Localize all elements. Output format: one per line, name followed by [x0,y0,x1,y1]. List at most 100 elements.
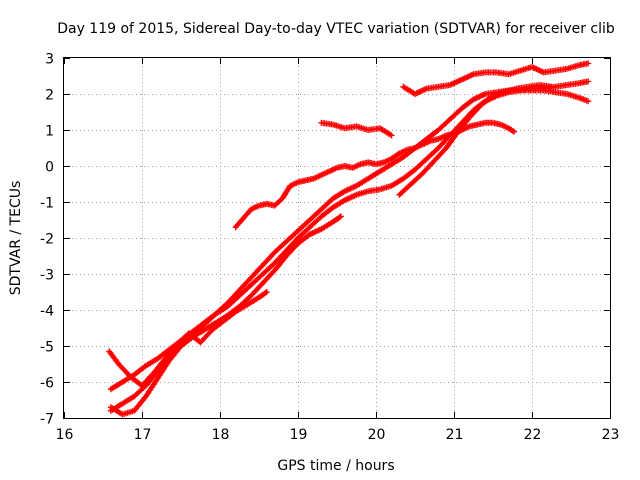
data-point [239,295,240,297]
x-tick-label: 22 [524,427,542,443]
data-point [108,350,110,352]
x-tick-label: 16 [56,427,74,443]
data-point [587,80,589,82]
data-point [215,313,217,315]
data-point [145,395,147,397]
data-point [239,289,240,291]
data-point [133,410,135,412]
data-point [309,226,311,228]
data-point [473,73,474,75]
data-point [250,277,252,279]
data-point [356,194,357,196]
data-point [262,264,264,266]
data-point [445,147,447,149]
data-point [274,205,276,207]
data-point [297,230,299,232]
y-tick-label: -5 [40,340,54,356]
data-point [554,91,556,93]
data-point [566,84,568,86]
y-tick-label: -3 [40,268,54,284]
series-points [318,119,395,139]
data-point [379,170,381,172]
data-point [274,262,276,264]
data-point [328,170,330,172]
data-point [391,134,393,136]
y-tick-label: 0 [45,160,54,176]
series-track4 [106,289,270,389]
data-point [285,241,287,243]
data-point [332,206,334,208]
data-point [437,129,439,131]
data-point [383,161,385,163]
data-point [375,163,377,165]
data-point [484,93,486,95]
data-point [258,296,260,298]
data-point [449,84,451,86]
x-tick-label: 23 [602,427,620,443]
data-point [437,147,439,149]
data-point [414,93,416,95]
data-point [359,163,361,165]
y-tick-label: -4 [40,304,54,320]
data-point [266,203,268,205]
plot-frame [63,57,611,419]
data-point [129,376,131,378]
data-point [587,100,589,102]
y-tick-label: 3 [45,52,54,68]
data-point [332,197,334,199]
data-point [297,242,299,244]
data-point [344,127,346,129]
data-point [515,88,517,90]
data-point [414,147,416,149]
data-point [122,381,123,383]
data-point [344,199,346,201]
data-point [566,68,568,70]
x-tick-label: 21 [446,427,464,443]
data-point [344,190,346,192]
data-point [320,174,322,176]
data-point [309,233,311,235]
data-point [320,228,322,230]
data-point [211,329,213,331]
data-point [215,322,217,324]
data-point [554,86,556,88]
data-point [180,345,182,347]
data-point [430,140,432,142]
data-point [145,385,147,387]
data-point [313,178,315,180]
data-point [274,251,276,253]
data-point [227,302,229,304]
data-point [379,127,381,129]
data-point [118,363,120,365]
data-point [110,388,112,390]
data-point [141,385,143,387]
data-point [352,167,354,169]
data-point [367,129,369,131]
data-point [145,365,147,367]
data-point [356,185,357,187]
data-point [531,66,533,68]
data-point [578,97,580,99]
data-point [500,124,502,126]
data-layer [106,60,592,418]
data-point [426,88,428,90]
data-point [554,70,556,72]
data-point [469,125,471,127]
data-point [508,127,510,129]
data-point [340,215,342,217]
y-tick-label: 2 [45,88,54,104]
x-tick-label: 17 [134,427,152,443]
data-point [203,323,205,325]
data-point [469,116,471,118]
data-point [426,158,428,160]
data-point [449,118,451,120]
data-point [133,395,135,397]
data-point [578,82,580,84]
data-point [492,122,494,124]
data-point [519,70,521,72]
data-point [391,163,393,165]
x-tick-label: 18 [212,427,230,443]
data-point [513,131,515,133]
